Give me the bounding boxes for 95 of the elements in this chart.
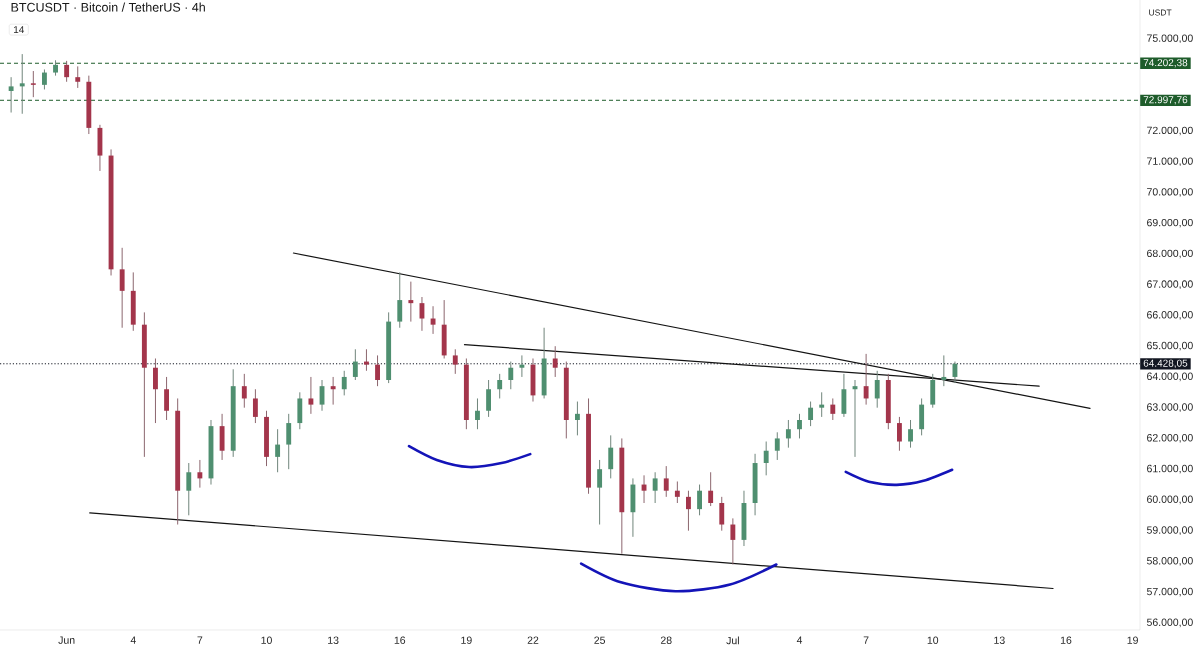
ref-line-label: 74.202,38 <box>1143 59 1188 68</box>
x-tick-label: 13 <box>328 636 339 644</box>
candlestick <box>874 370 880 409</box>
candlestick <box>808 401 814 427</box>
candlestick <box>430 305 436 335</box>
candlestick <box>308 376 314 415</box>
candlestick <box>330 376 336 406</box>
candlestick <box>663 465 669 498</box>
candlestick <box>197 459 203 489</box>
x-tick-label: 16 <box>1060 636 1072 644</box>
y-tick-label: 56.000,00 <box>1146 618 1193 628</box>
candlestick <box>908 419 913 449</box>
candlestick <box>797 413 802 439</box>
candlestick <box>686 490 691 532</box>
ref-line-label: 72.997,76 <box>1143 96 1188 105</box>
candlestick <box>863 353 869 406</box>
candlestick <box>697 484 702 516</box>
y-tick-label: 63.000,00 <box>1147 403 1193 413</box>
candlestick <box>119 247 125 329</box>
x-tick-label: 19 <box>461 636 472 644</box>
candlestick <box>397 271 403 329</box>
x-tick-label: 4 <box>796 636 803 644</box>
x-tick-label: 19 <box>1127 636 1138 644</box>
candlestick <box>497 373 503 399</box>
y-tick-label: 57.000,00 <box>1146 587 1193 597</box>
candlestick <box>241 373 247 409</box>
y-tick-label: 62.000,00 <box>1147 434 1193 443</box>
candlestick <box>475 397 480 430</box>
candlestick <box>164 376 170 421</box>
candlestick <box>64 60 70 83</box>
y-tick-label: 65.000,00 <box>1147 341 1193 351</box>
candlestick <box>486 379 492 418</box>
y-tick-label: 71.000,00 <box>1147 157 1193 167</box>
y-tick-label: 58.000,00 <box>1146 557 1193 566</box>
candlestick <box>75 65 81 89</box>
candlestick <box>941 354 947 387</box>
x-tick-label: 16 <box>394 636 406 644</box>
y-axis-title: USDT <box>1149 9 1172 16</box>
candlestick <box>341 370 347 396</box>
candlestick <box>352 348 358 381</box>
chart-title: BTCUSDT · Bitcoin / TetherUS · 4h <box>11 2 205 12</box>
candlestick <box>608 434 614 479</box>
y-tick-label: 70.000,00 <box>1147 188 1193 197</box>
x-tick-label: 22 <box>527 636 539 644</box>
y-tick-label: 59.000,00 <box>1146 526 1193 536</box>
candlestick <box>652 471 658 504</box>
candlestick <box>508 361 514 390</box>
y-tick-label: 64.000,00 <box>1147 372 1193 382</box>
candlestick <box>375 354 380 387</box>
candlestick <box>763 441 769 476</box>
y-tick-label: 72.000,00 <box>1147 126 1193 136</box>
x-tick-label: 7 <box>863 636 869 644</box>
candlestick <box>819 391 825 418</box>
x-tick-label: 10 <box>927 636 939 644</box>
x-tick-label: 25 <box>594 636 606 644</box>
candlestick <box>719 496 725 532</box>
candlestick <box>408 281 414 323</box>
y-tick-label: 69.000,00 <box>1147 218 1193 228</box>
candlestick <box>708 471 714 507</box>
candlestick <box>452 348 458 375</box>
ref-line-label: 64.428,05 <box>1143 359 1188 368</box>
candlestick <box>186 462 192 516</box>
x-tick-label: Jul <box>726 636 739 645</box>
candlestick <box>41 68 47 90</box>
y-tick-label: 60.000,00 <box>1147 495 1193 505</box>
x-tick-label: 4 <box>130 636 136 644</box>
x-tick-label: 7 <box>197 636 203 644</box>
y-tick-label: 67.000,00 <box>1147 280 1193 290</box>
x-tick-label: 13 <box>994 636 1005 644</box>
x-tick-label: 10 <box>261 636 272 644</box>
candlestick <box>574 401 580 436</box>
y-tick-label: 66.000,00 <box>1147 311 1193 320</box>
candlestick <box>275 428 281 473</box>
candlestick <box>597 459 603 526</box>
candlestick <box>153 357 158 424</box>
annotation: 14 <box>13 26 25 34</box>
candlestick <box>8 76 14 114</box>
candlestick <box>774 431 780 461</box>
candlestick <box>674 480 680 504</box>
candlestick <box>19 53 25 115</box>
candlestick <box>252 388 258 424</box>
x-tick-label: Jun <box>58 636 75 644</box>
candlestick <box>286 413 292 470</box>
candlestick <box>519 354 525 378</box>
candlestick <box>785 419 791 449</box>
candlestick <box>552 345 558 378</box>
y-tick-label: 61.000,00 <box>1147 464 1193 474</box>
candlestick <box>730 517 736 565</box>
candlestick <box>364 348 369 372</box>
y-tick-label: 75.000,00 <box>1147 34 1193 44</box>
candlestick <box>830 397 836 421</box>
candlestick <box>896 416 902 452</box>
candlestick <box>30 70 36 98</box>
x-tick-label: 28 <box>660 636 672 644</box>
y-tick-label: 68.000,00 <box>1147 249 1193 259</box>
